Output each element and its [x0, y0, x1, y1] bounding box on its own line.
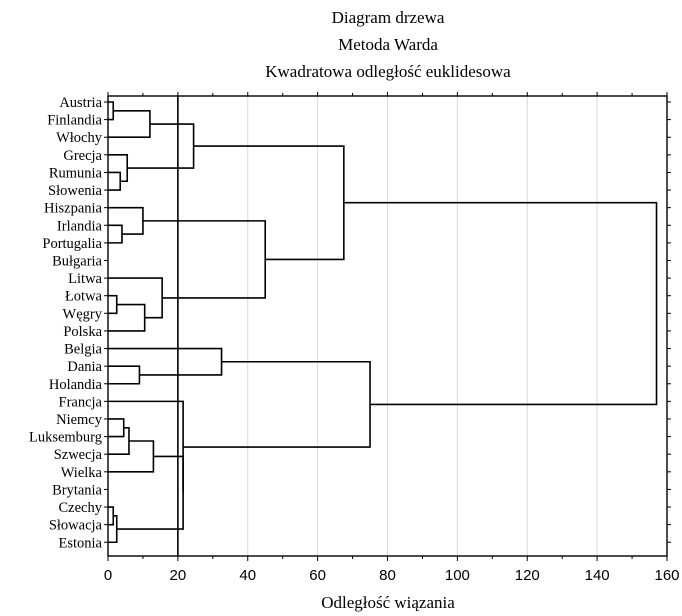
dendrogram-link [343, 201, 658, 406]
x-tick-label: 100 [445, 567, 470, 584]
leaf-label: Rumunia [49, 165, 103, 181]
leaf-label: Bułgaria [52, 253, 102, 269]
leaf-label: Irlandia [57, 218, 103, 234]
dendrogram-link [108, 171, 122, 191]
dendrogram-link [108, 400, 184, 493]
leaf-label: Estonia [59, 535, 103, 551]
leaf-label: Polska [63, 324, 102, 340]
leaf-label: Szwecja [54, 447, 103, 463]
x-tick-label: 80 [379, 567, 396, 584]
leaf-label: Węgry [63, 306, 103, 322]
dendrogram-link [108, 365, 141, 385]
leaf-label: Dania [67, 359, 102, 375]
leaf-label: Czechy [59, 500, 103, 516]
dendrogram-link [108, 294, 118, 315]
leaf-label: Belgia [64, 342, 102, 358]
dendrogram-link [116, 455, 184, 530]
dendrogram-link [108, 110, 151, 139]
x-tick-label: 140 [585, 567, 610, 584]
dendrogram-link [183, 360, 371, 448]
dendrogram-link [193, 145, 345, 261]
dendrogram-link [127, 123, 195, 169]
chart-title: Diagram drzewa Metoda Warda Kwadratowa o… [265, 8, 511, 81]
leaf-label: Finlandia [47, 113, 102, 129]
x-tick-label: 40 [239, 567, 256, 584]
leaf-label: Brytania [52, 482, 102, 498]
leaf-label: Słowenia [48, 183, 103, 199]
leaf-label: Litwa [68, 271, 102, 287]
dendrogram-link [142, 220, 267, 299]
leaf-label: Wielka [61, 465, 103, 481]
dendrogram-link [108, 515, 118, 544]
dendrogram-link [108, 154, 129, 183]
dendrogram-link [108, 303, 146, 332]
leaf-label: Włochy [56, 130, 103, 146]
dendrogram-links [108, 101, 658, 544]
x-tick-label: 160 [654, 567, 679, 584]
dendrogram-link [108, 347, 223, 376]
leaf-label: Hiszpania [44, 201, 103, 217]
dendrogram-link [108, 224, 123, 244]
x-tick-label: 20 [170, 567, 187, 584]
leaf-label: Słowacja [49, 518, 103, 534]
grid-lines [177, 96, 598, 556]
dendrogram-link [108, 506, 115, 526]
leaf-label: Francja [59, 394, 103, 410]
x-tick-label: 0 [104, 567, 112, 584]
dendrogram-link [108, 418, 125, 438]
leaf-label: Niemcy [56, 412, 103, 428]
title-line-2: Metoda Warda [338, 35, 438, 54]
leaf-label: Holandia [49, 377, 103, 393]
x-tick-label: 120 [515, 567, 540, 584]
leaf-label: Grecja [63, 148, 102, 164]
leaf-label: Łotwa [65, 289, 103, 305]
leaf-label: Portugalia [42, 236, 102, 252]
dendrogram-link [108, 206, 144, 235]
title-line-1: Diagram drzewa [332, 8, 445, 27]
dendrogram-link [108, 277, 163, 319]
x-axis-title: Odległość wiązania [321, 593, 455, 612]
title-line-3: Kwadratowa odległość euklidesowa [265, 62, 511, 81]
leaf-label: Austria [59, 95, 102, 111]
axis-ticks [104, 92, 671, 561]
dendrogram-link [108, 426, 130, 455]
leaf-label: Luksemburg [29, 430, 102, 446]
x-tick-labels: 0 20 40 60 80 100 120 140 160 [104, 567, 680, 584]
dendrogram-link [108, 101, 115, 121]
x-tick-label: 60 [309, 567, 326, 584]
dendrogram-link [108, 440, 155, 473]
